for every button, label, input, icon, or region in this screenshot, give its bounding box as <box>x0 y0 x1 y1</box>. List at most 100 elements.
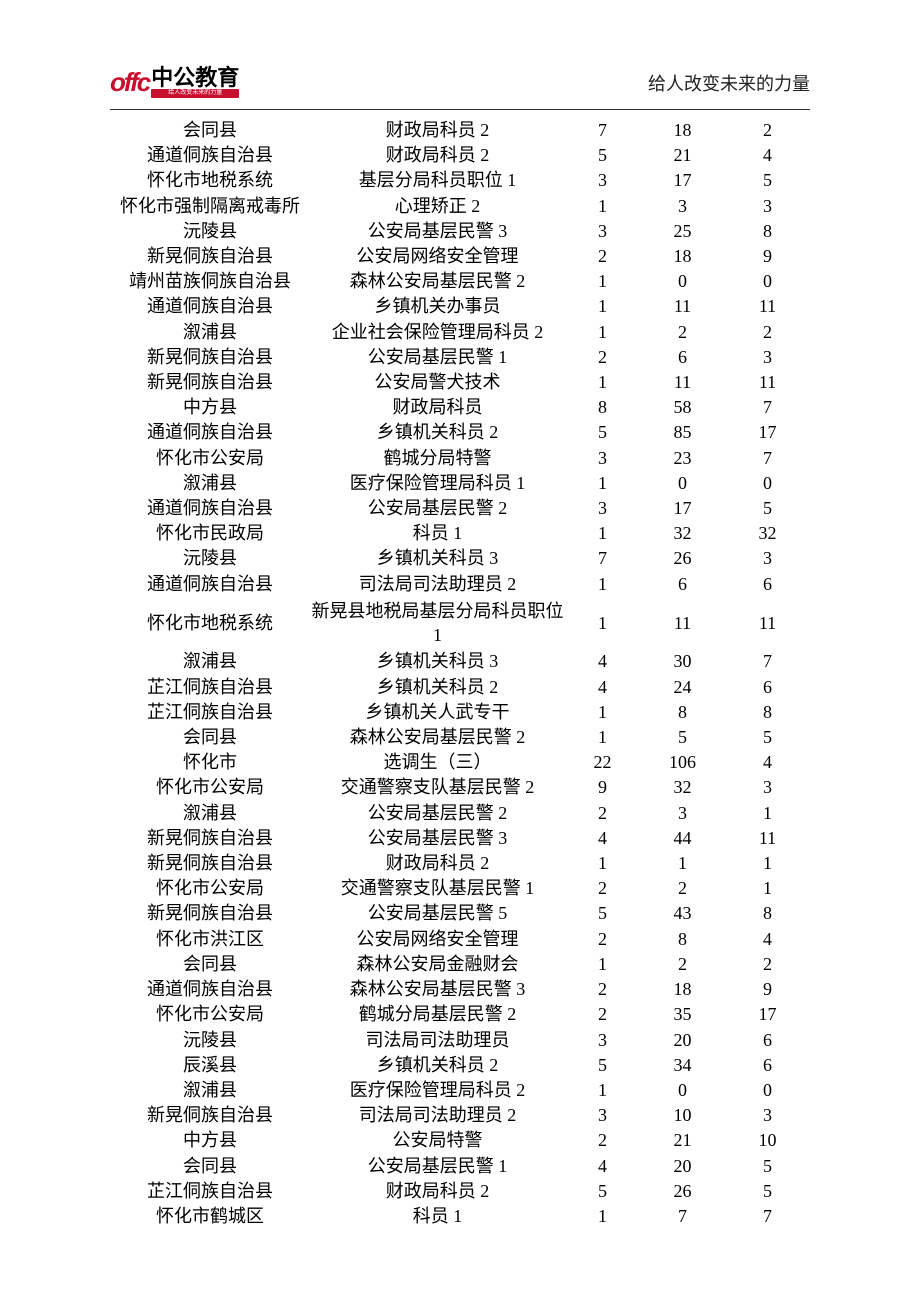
cell-c3: 9 <box>565 775 640 800</box>
cell-c1: 新晃侗族自治县 <box>110 345 310 370</box>
cell-c5: 2 <box>725 118 810 143</box>
cell-c4: 3 <box>640 801 725 826</box>
logo-cn-text: 中公教育 <box>151 67 239 89</box>
cell-c3: 2 <box>565 977 640 1002</box>
cell-c4: 21 <box>640 1128 725 1153</box>
table-row: 新晃侗族自治县公安局警犬技术11111 <box>110 370 810 395</box>
cell-c1: 新晃侗族自治县 <box>110 826 310 851</box>
cell-c3: 2 <box>565 876 640 901</box>
cell-c4: 58 <box>640 395 725 420</box>
cell-c3: 8 <box>565 395 640 420</box>
cell-c2: 乡镇机关科员 2 <box>310 420 565 445</box>
cell-c3: 5 <box>565 901 640 926</box>
table-row: 新晃侗族自治县公安局基层民警 344411 <box>110 826 810 851</box>
cell-c1: 通道侗族自治县 <box>110 294 310 319</box>
cell-c5: 4 <box>725 750 810 775</box>
cell-c2: 公安局基层民警 5 <box>310 901 565 926</box>
table-row: 溆浦县医疗保险管理局科员 2100 <box>110 1078 810 1103</box>
cell-c3: 3 <box>565 496 640 521</box>
cell-c3: 1 <box>565 1078 640 1103</box>
cell-c1: 怀化市地税系统 <box>110 611 310 635</box>
table-row: 怀化市鹤城区科员 1177 <box>110 1204 810 1229</box>
table-row: 会同县公安局基层民警 14205 <box>110 1154 810 1179</box>
cell-c4: 6 <box>640 345 725 370</box>
cell-c5: 10 <box>725 1128 810 1153</box>
table-row: 芷江侗族自治县乡镇机关科员 24246 <box>110 675 810 700</box>
cell-c1: 新晃侗族自治县 <box>110 244 310 269</box>
cell-c2: 鹤城分局基层民警 2 <box>310 1002 565 1027</box>
table-row: 通道侗族自治县司法局司法助理员 2166 <box>110 572 810 597</box>
cell-c1: 通道侗族自治县 <box>110 420 310 445</box>
cell-c1: 怀化市民政局 <box>110 521 310 546</box>
table-row: 芷江侗族自治县财政局科员 25265 <box>110 1179 810 1204</box>
cell-c2: 企业社会保险管理局科员 2 <box>310 320 565 345</box>
cell-c3: 1 <box>565 294 640 319</box>
cell-c1: 辰溪县 <box>110 1053 310 1078</box>
cell-c2: 科员 1 <box>310 1204 565 1229</box>
cell-c4: 30 <box>640 649 725 674</box>
table-row: 通道侗族自治县公安局基层民警 23175 <box>110 496 810 521</box>
cell-c4: 32 <box>640 521 725 546</box>
cell-c3: 5 <box>565 1053 640 1078</box>
cell-c1: 中方县 <box>110 1128 310 1153</box>
cell-c4: 20 <box>640 1154 725 1179</box>
cell-c1: 芷江侗族自治县 <box>110 675 310 700</box>
cell-c3: 2 <box>565 345 640 370</box>
cell-c4: 26 <box>640 546 725 571</box>
table-row: 中方县财政局科员8587 <box>110 395 810 420</box>
cell-c2: 公安局基层民警 3 <box>310 826 565 851</box>
table-row: 会同县财政局科员 27182 <box>110 118 810 143</box>
table-row: 怀化市公安局鹤城分局特警3237 <box>110 446 810 471</box>
cell-c1: 沅陵县 <box>110 1028 310 1053</box>
cell-c5: 5 <box>725 1179 810 1204</box>
cell-c4: 8 <box>640 927 725 952</box>
cell-c1: 溆浦县 <box>110 320 310 345</box>
cell-c5: 5 <box>725 1154 810 1179</box>
cell-c3: 1 <box>565 471 640 496</box>
cell-c4: 34 <box>640 1053 725 1078</box>
cell-c5: 3 <box>725 194 810 219</box>
cell-c3: 1 <box>565 521 640 546</box>
cell-c1: 怀化市公安局 <box>110 775 310 800</box>
data-table: 会同县财政局科员 27182通道侗族自治县财政局科员 25214怀化市地税系统基… <box>110 118 810 1229</box>
logo-cn-box: 中公教育 给人改变未来的力量 <box>151 67 239 98</box>
cell-c1: 芷江侗族自治县 <box>110 700 310 725</box>
cell-c5: 3 <box>725 546 810 571</box>
cell-c3: 4 <box>565 649 640 674</box>
cell-c2: 乡镇机关科员 2 <box>310 1053 565 1078</box>
cell-c5: 7 <box>725 649 810 674</box>
cell-c1: 怀化市公安局 <box>110 446 310 471</box>
cell-c4: 2 <box>640 320 725 345</box>
cell-c4: 18 <box>640 244 725 269</box>
table-row: 通道侗族自治县财政局科员 25214 <box>110 143 810 168</box>
table-row: 怀化市地税系统基层分局科员职位 13175 <box>110 168 810 193</box>
table-row: 新晃侗族自治县公安局基层民警 1263 <box>110 345 810 370</box>
cell-c2: 公安局网络安全管理 <box>310 927 565 952</box>
cell-c4: 32 <box>640 775 725 800</box>
cell-c3: 5 <box>565 1179 640 1204</box>
cell-c1: 通道侗族自治县 <box>110 977 310 1002</box>
cell-c5: 1 <box>725 851 810 876</box>
cell-c4: 23 <box>640 446 725 471</box>
cell-c3: 1 <box>565 269 640 294</box>
cell-c3: 1 <box>565 370 640 395</box>
cell-c4: 18 <box>640 118 725 143</box>
table-row: 怀化市公安局交通警察支队基层民警 1221 <box>110 876 810 901</box>
cell-c2: 森林公安局金融财会 <box>310 952 565 977</box>
table-row: 怀化市公安局交通警察支队基层民警 29323 <box>110 775 810 800</box>
cell-c2: 森林公安局基层民警 2 <box>310 725 565 750</box>
cell-c2: 新晃县地税局基层分局科员职位1 <box>310 599 565 648</box>
cell-c3: 1 <box>565 700 640 725</box>
table-row: 沅陵县司法局司法助理员3206 <box>110 1028 810 1053</box>
cell-c1: 新晃侗族自治县 <box>110 851 310 876</box>
cell-c3: 3 <box>565 1028 640 1053</box>
cell-c5: 5 <box>725 725 810 750</box>
cell-c1: 怀化市公安局 <box>110 1002 310 1027</box>
cell-c5: 17 <box>725 420 810 445</box>
cell-c5: 9 <box>725 244 810 269</box>
cell-c4: 8 <box>640 700 725 725</box>
cell-c3: 2 <box>565 927 640 952</box>
cell-c2: 心理矫正 2 <box>310 194 565 219</box>
cell-c1: 溆浦县 <box>110 471 310 496</box>
cell-c2: 森林公安局基层民警 3 <box>310 977 565 1002</box>
